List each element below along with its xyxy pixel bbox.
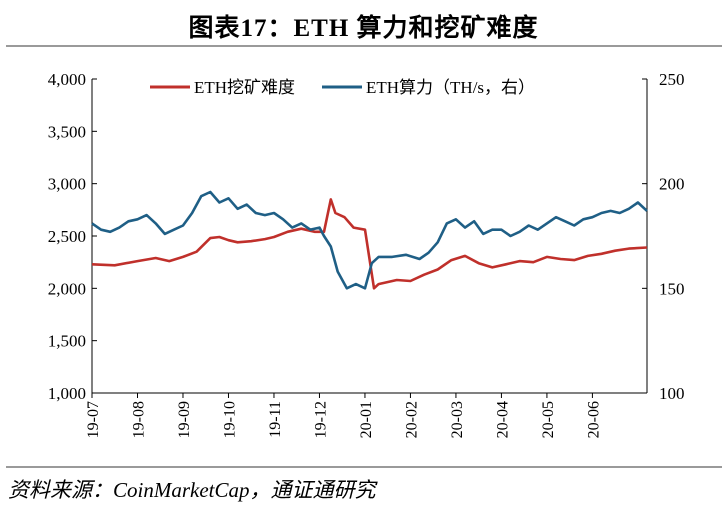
y-right-tick-label: 100 xyxy=(659,384,685,403)
chart-canvas: 1,000 1,500 2,000 2,500 3,000 3,500 4,000 100 15… xyxy=(48,70,685,438)
source-note: 资料来源：CoinMarketCap，通证通研究 xyxy=(8,478,376,502)
y-left-tick-label: 1,500 xyxy=(48,332,86,351)
x-tick-label: 20-03 xyxy=(449,401,466,438)
x-tick-label: 19-11 xyxy=(267,401,284,438)
x-tick-label: 19-08 xyxy=(130,401,147,438)
x-tick-label: 20-06 xyxy=(585,401,602,438)
y-left-tick-label: 3,500 xyxy=(48,122,86,141)
x-tick-label: 19-07 xyxy=(85,401,102,438)
x-tick-label: 20-01 xyxy=(358,401,375,438)
legend: ETH挖矿难度 ETH算力（TH/s，右） xyxy=(150,78,535,97)
x-tick-label: 20-05 xyxy=(540,401,557,438)
y-left-tick-label: 4,000 xyxy=(48,70,86,89)
legend-label-difficulty: ETH挖矿难度 xyxy=(194,78,295,97)
y-right-tick-label: 250 xyxy=(659,70,685,89)
chart-title: 图表17：ETH 算力和挖矿难度 xyxy=(188,15,539,42)
y-left-tick-label: 2,500 xyxy=(48,227,86,246)
series-line-hashrate xyxy=(91,190,648,290)
legend-label-hashrate: ETH算力（TH/s，右） xyxy=(366,78,535,97)
y-left-tick-label: 2,000 xyxy=(48,279,86,298)
y-right-tick-label: 200 xyxy=(659,175,685,194)
x-tick-label: 19-12 xyxy=(312,401,329,438)
x-tick-label: 19-10 xyxy=(221,401,238,438)
source-divider xyxy=(6,466,722,468)
x-tick-label: 20-04 xyxy=(494,401,511,438)
axes: 1,000 1,500 2,000 2,500 3,000 3,500 4,000 100 15… xyxy=(48,70,685,438)
x-tick-label: 20-02 xyxy=(403,401,420,438)
x-tick-label: 19-09 xyxy=(176,401,193,438)
series-lines xyxy=(91,190,648,290)
title-divider xyxy=(6,45,722,47)
y-left-tick-label: 3,000 xyxy=(48,175,86,194)
y-right-tick-label: 150 xyxy=(659,279,685,298)
series-line-difficulty xyxy=(91,198,648,290)
y-left-tick-label: 1,000 xyxy=(48,384,86,403)
